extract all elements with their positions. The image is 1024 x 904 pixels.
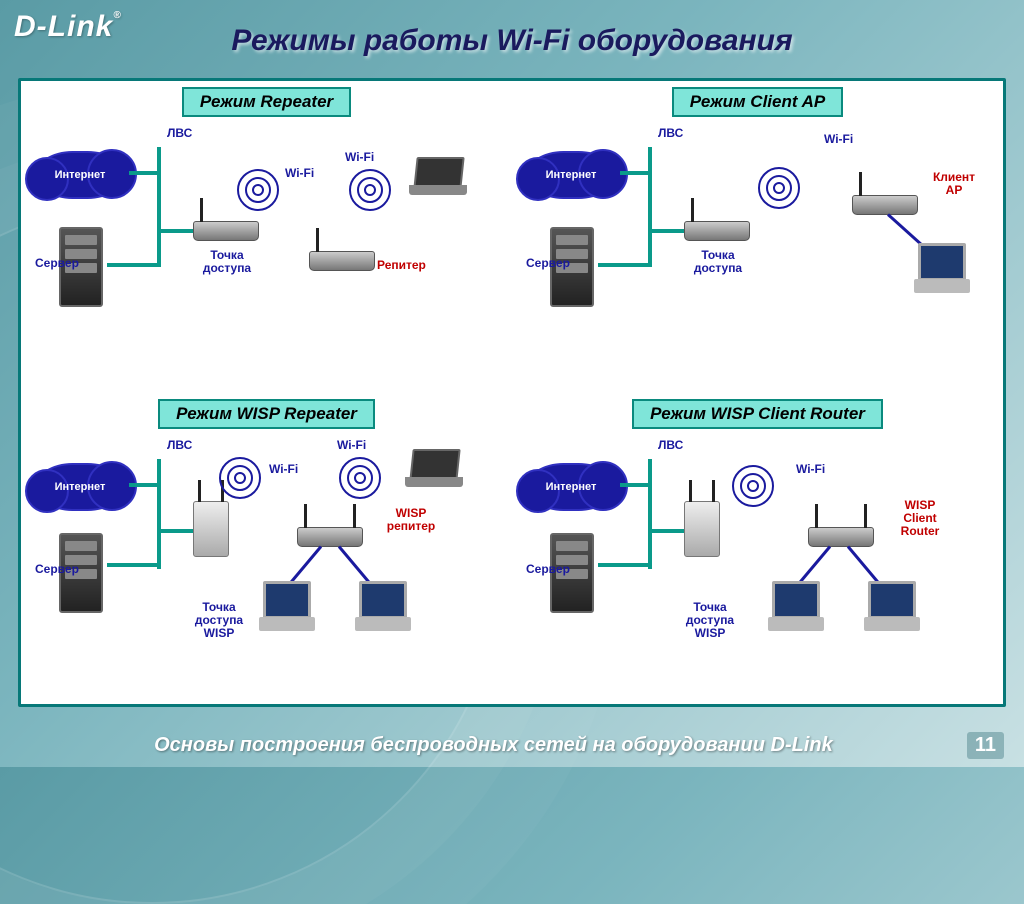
conn-ap <box>648 529 684 533</box>
wifi-label: Wi-Fi <box>796 463 825 476</box>
wifi-waves-icon <box>730 463 776 509</box>
access-point-icon <box>193 221 259 241</box>
server-label: Сервер <box>35 257 59 270</box>
wifi-waves-icon <box>235 167 281 213</box>
conn-server <box>107 263 157 267</box>
slide-title: Режимы работы Wi-Fi оборудования <box>231 24 792 58</box>
footer: Основы построения беспроводных сетей на … <box>0 732 1024 759</box>
lan-label: ЛВС <box>658 127 683 140</box>
mode-repeater: Режим Repeater Интернет Сервер ЛВС Точка… <box>21 81 512 393</box>
mode-client-ap: Режим Client AP Интернет Сервер ЛВС Точк… <box>512 81 1003 393</box>
server-label: Сервер <box>526 563 550 576</box>
content-frame: Режим Repeater Интернет Сервер ЛВС Точка… <box>18 78 1006 707</box>
laptop-icon <box>409 157 467 197</box>
diagram-wisp-repeater: Интернет Сервер ЛВС Точка доступа WISP W… <box>29 433 504 701</box>
mode-wisp-repeater: Режим WISP Repeater Интернет Сервер ЛВС … <box>21 393 512 705</box>
conn-server <box>107 563 157 567</box>
conn-internet <box>129 171 157 175</box>
pc-icon <box>914 243 970 297</box>
network-bus <box>157 459 161 569</box>
conn-ap <box>157 529 193 533</box>
conn-server <box>598 263 648 267</box>
conn-ap <box>648 229 688 233</box>
internet-cloud: Интернет <box>526 463 616 511</box>
ap-wisp-icon <box>193 501 229 557</box>
wifi-label-1: Wi-Fi <box>269 463 298 476</box>
server-label: Сервер <box>526 257 550 270</box>
access-point-icon <box>684 221 750 241</box>
server-label: Сервер <box>35 563 59 576</box>
laptop-icon <box>405 449 463 489</box>
lan-label: ЛВС <box>167 439 192 452</box>
client-ap-label: Клиент AP <box>924 171 984 197</box>
network-bus <box>648 459 652 569</box>
conn-internet <box>620 483 648 487</box>
client-ap-device-icon <box>852 195 918 215</box>
conn-internet <box>129 483 157 487</box>
wifi-label: Wi-Fi <box>824 133 853 146</box>
conn-ap <box>157 229 197 233</box>
conn-server <box>598 563 648 567</box>
mode-title: Режим Client AP <box>672 87 843 117</box>
internet-cloud: Интернет <box>35 463 125 511</box>
ap-wisp-icon <box>684 501 720 557</box>
repeater-icon <box>309 251 375 271</box>
repeater-label: Репитер <box>377 259 426 272</box>
brand-logo: D-Link® <box>14 10 122 44</box>
internet-cloud: Интернет <box>526 151 616 199</box>
pc-icon <box>864 581 920 635</box>
footer-text: Основы построения беспроводных сетей на … <box>20 734 967 757</box>
mode-title: Режим WISP Repeater <box>158 399 375 429</box>
diagram-client-ap: Интернет Сервер ЛВС Точка доступа Wi-Fi … <box>520 121 995 389</box>
conn-internet <box>620 171 648 175</box>
modes-grid: Режим Repeater Интернет Сервер ЛВС Точка… <box>21 81 1003 704</box>
pc-icon <box>355 581 411 635</box>
wisp-client-router-icon <box>808 527 874 547</box>
wifi-label-2: Wi-Fi <box>345 151 374 164</box>
wisp-client-label: WISP Client Router <box>890 499 950 539</box>
mode-wisp-client: Режим WISP Client Router Интернет Сервер… <box>512 393 1003 705</box>
network-bus <box>157 147 161 267</box>
wifi-waves-icon <box>756 165 802 211</box>
pc-icon <box>259 581 315 635</box>
wifi-waves-icon <box>217 455 263 501</box>
mode-title: Режим WISP Client Router <box>632 399 883 429</box>
ap-wisp-label: Точка доступа WISP <box>670 601 750 641</box>
ap-wisp-label: Точка доступа WISP <box>179 601 259 641</box>
ap-label: Точка доступа <box>187 249 267 275</box>
wifi-label-1: Wi-Fi <box>285 167 314 180</box>
pc-icon <box>768 581 824 635</box>
diagram-repeater: Интернет Сервер ЛВС Точка доступа Wi-Fi … <box>29 121 504 389</box>
wifi-waves-icon <box>347 167 393 213</box>
wifi-waves-icon <box>337 455 383 501</box>
wisp-repeater-icon <box>297 527 363 547</box>
wisp-repeater-label: WISP репитер <box>381 507 441 533</box>
lan-label: ЛВС <box>167 127 192 140</box>
diagram-wisp-client: Интернет Сервер ЛВС Точка доступа WISP W… <box>520 433 995 701</box>
lan-label: ЛВС <box>658 439 683 452</box>
wifi-label-2: Wi-Fi <box>337 439 366 452</box>
internet-cloud: Интернет <box>35 151 125 199</box>
mode-title: Режим Repeater <box>182 87 351 117</box>
network-bus <box>648 147 652 267</box>
page-number: 11 <box>967 732 1004 759</box>
ap-label: Точка доступа <box>678 249 758 275</box>
